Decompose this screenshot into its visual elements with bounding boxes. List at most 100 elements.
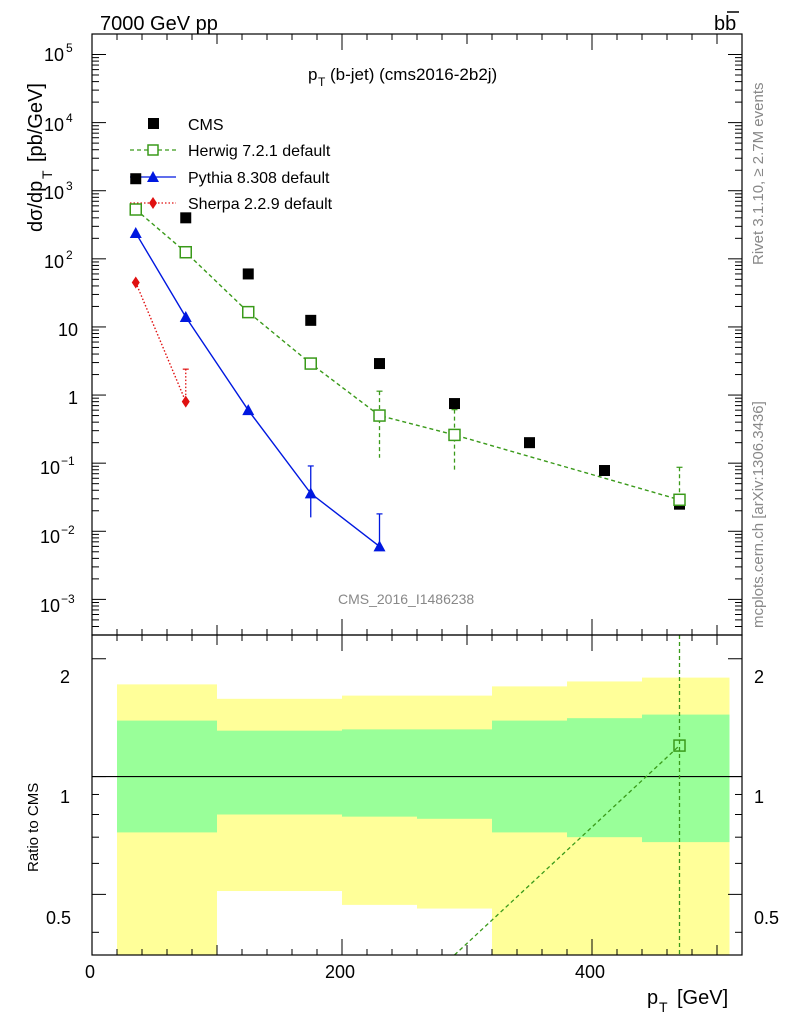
plot-title-main: p: [308, 65, 317, 84]
top-ylabel-unit: [pb/GeV]: [25, 83, 47, 162]
legend-label-herwig: Herwig 7.2.1 default: [188, 143, 331, 160]
svg-text:−1: −1: [61, 454, 75, 468]
svg-text:10: 10: [40, 458, 60, 478]
ratio-band-inner-bin-6: [642, 714, 730, 843]
point-pythia-3: [304, 487, 317, 499]
svg-text:10: 10: [40, 527, 60, 547]
ratio-lines-layer: [92, 635, 742, 956]
tick-1e-1: 10 −1: [40, 454, 75, 478]
point-pythia-4: [373, 540, 386, 552]
legend-label-cms: CMS: [188, 117, 224, 134]
point-cms-0: [130, 173, 142, 185]
legend-entry-pythia: Pythia 8.308 default: [130, 170, 330, 187]
ratio-tick-1-right: 1: [754, 787, 764, 807]
svg-text:10: 10: [44, 115, 64, 135]
xlabel-main: p: [647, 987, 658, 1009]
svg-text:10: 10: [44, 183, 64, 203]
point-herwig-1: [179, 245, 192, 259]
point-herwig-5: [448, 428, 461, 442]
tick-1: 1: [68, 388, 78, 408]
series-line-sherpa: [135, 282, 187, 402]
top-ylabel-sub: T: [39, 170, 55, 179]
x-tick-200: 200: [325, 962, 355, 982]
point-pythia-0: [129, 226, 142, 238]
point-cms-5: [449, 398, 460, 410]
legend-entry-sherpa: Sherpa 2.2.9 default: [130, 196, 333, 213]
point-cms-7: [599, 465, 610, 477]
point-cms-4: [374, 358, 385, 370]
tick-1e4: 10 4: [44, 111, 73, 135]
svg-text:10: 10: [44, 45, 64, 65]
tick-1e-3: 10 −3: [40, 592, 75, 616]
x-axis-label: p T [GeV]: [647, 987, 728, 1015]
ratio-band-layer: [117, 677, 730, 955]
ratio-tick-2-right: 2: [754, 667, 764, 687]
point-herwig-0: [129, 203, 142, 216]
legend-marker-pythia: [147, 171, 159, 182]
ratio-band-inner-bin-5: [567, 718, 642, 838]
point-herwig-2: [242, 305, 255, 319]
point-cms-3: [305, 314, 317, 326]
top-y-tick-labels: 10 5 10 4 10 3 10 2 10 1 10 −1 10 −2 10 −3: [40, 41, 78, 616]
x-tick-labels: 0 200 400: [85, 962, 605, 982]
rivet-label: Rivet 3.1.10, ≥ 2.7M events: [750, 83, 767, 266]
legend-marker-herwig: [147, 144, 159, 156]
svg-text:−2: −2: [61, 523, 75, 537]
plot-title-rest: (b-jet) (cms2016-2b2j): [330, 65, 497, 84]
ratio-tick-05-right: 0.5: [754, 908, 779, 928]
ratio-panel-frame: [91, 634, 743, 956]
ratio-tick-1-left: 1: [60, 787, 70, 807]
ratio-y-axis-label: Ratio to CMS: [25, 783, 42, 872]
point-cms-2: [242, 268, 254, 280]
legend-marker-sherpa: [149, 197, 157, 209]
series-line-pythia: [135, 232, 380, 547]
series-line-herwig: [135, 208, 680, 501]
x-tick-400: 400: [575, 962, 605, 982]
axis-ticks-layer: [91, 33, 743, 955]
legend-label-pythia: Pythia 8.308 default: [188, 170, 330, 187]
tick-1e-2: 10 −2: [40, 523, 75, 547]
mcplots-label: mcplots.cern.ch [arXiv:1306.3436]: [750, 401, 767, 628]
top-y-axis-label: dσ/dp T [pb/GeV]: [25, 83, 55, 232]
tick-10: 10: [58, 320, 78, 340]
point-sherpa-0: [131, 276, 140, 289]
svg-text:5: 5: [66, 41, 73, 55]
x-tick-0: 0: [85, 962, 95, 982]
top-series-layer: [129, 173, 686, 552]
process-label: bb: [714, 13, 736, 35]
point-sherpa-1: [181, 395, 190, 408]
svg-text:10: 10: [40, 596, 60, 616]
point-herwig-4: [373, 409, 386, 422]
top-ylabel-main: dσ/dp: [25, 181, 47, 232]
svg-text:3: 3: [66, 179, 73, 193]
point-cms-1: [180, 212, 192, 224]
analysis-id: CMS_2016_I1486238: [338, 591, 474, 607]
ratio-band-inner-bin-2: [342, 729, 417, 817]
svg-text:10: 10: [44, 252, 64, 272]
point-herwig-6: [673, 493, 686, 507]
ratio-tick-2-left: 2: [60, 667, 70, 687]
tick-1e5: 10 5: [44, 41, 73, 65]
ratio-line-herwig: [454, 745, 680, 956]
point-pythia-1: [179, 310, 192, 322]
ratio-y-tick-labels: 2 1 0.5 2 1 0.5: [46, 667, 779, 928]
ratio-band-inner-bin-1: [217, 730, 342, 815]
point-pythia-2: [242, 404, 255, 416]
energy-label: 7000 GeV pp: [100, 13, 218, 35]
ratio-tick-05-left: 0.5: [46, 908, 71, 928]
legend-marker-cms: [148, 118, 159, 129]
legend-entry-cms: CMS: [148, 117, 224, 134]
point-herwig-3: [304, 357, 317, 370]
plot-title-sub: T: [318, 75, 326, 89]
svg-text:4: 4: [66, 111, 73, 125]
ratio-band-inner-bin-3: [417, 729, 492, 819]
legend-label-sherpa: Sherpa 2.2.9 default: [188, 196, 333, 213]
legend: CMS Herwig 7.2.1 default Pythia 8.308 de…: [130, 117, 333, 213]
legend-entry-herwig: Herwig 7.2.1 default: [130, 143, 331, 160]
tick-1e2: 10 2: [44, 248, 73, 272]
svg-text:2: 2: [66, 248, 73, 262]
tick-1e3: 10 3: [44, 179, 73, 203]
point-cms-6: [524, 437, 535, 449]
ratio-point-herwig-1: [673, 739, 686, 752]
